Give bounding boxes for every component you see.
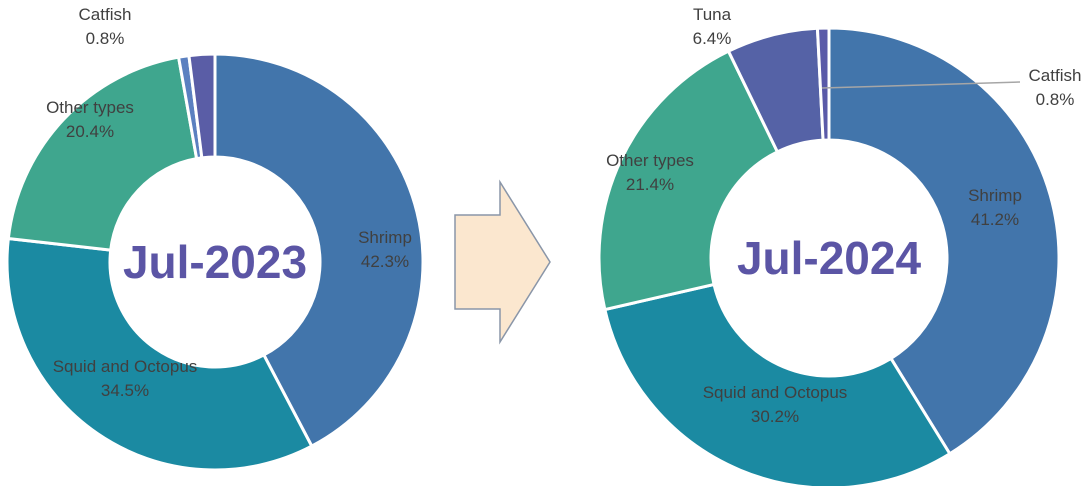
donut-slice [187, 52, 217, 160]
slice-category: Squid and Octopus [703, 383, 848, 402]
donut-slice [5, 236, 314, 472]
slice-value: 41.2% [971, 210, 1019, 229]
slice-value: 30.2% [751, 407, 799, 426]
slice-category: Squid and Octopus [53, 357, 198, 376]
slice-category: Catfish [79, 5, 132, 24]
slice-label: Squid and Octopus 34.5% [53, 357, 198, 400]
chart-title: Jul-2023 [123, 236, 307, 288]
slice-category: Shrimp [968, 186, 1022, 205]
slice-value: 42.3% [361, 252, 409, 271]
slice-label: Catfish 0.8% [1029, 66, 1082, 109]
slice-category: Shrimp [358, 228, 412, 247]
donut-slice [597, 49, 780, 312]
slice-value: 34.5% [101, 381, 149, 400]
donut-slice [213, 52, 425, 449]
slice-label: Shrimp 42.3% [358, 228, 412, 271]
slice-category: Other types [46, 98, 134, 117]
slice-label: Shrimp 41.2% [968, 186, 1022, 229]
arrow [454, 179, 551, 345]
donut-slice [603, 282, 952, 486]
chart-title: Jul-2024 [737, 232, 922, 284]
donut-slice [815, 26, 831, 142]
slice-label: Other types 21.4% [606, 151, 694, 194]
slice-label: Other types 20.4% [46, 98, 134, 141]
slice-category: Other types [606, 151, 694, 170]
slice-label: Catfish 0.8% [79, 5, 132, 48]
slice-label: Squid and Octopus 30.2% [703, 383, 848, 426]
leader-line [821, 81, 1021, 89]
slice-label: Tuna 6.4% [693, 5, 732, 48]
donut-slice [6, 55, 199, 252]
slice-value: 20.4% [66, 122, 114, 141]
slice-category: Tuna [693, 5, 732, 24]
slice-category: Catfish [1029, 66, 1082, 85]
slice-value: 21.4% [626, 175, 674, 194]
slice-value: 0.8% [86, 29, 125, 48]
slice-value: 6.4% [693, 29, 732, 48]
donut-slice [827, 26, 1061, 456]
slice-value: 0.8% [1036, 90, 1075, 109]
